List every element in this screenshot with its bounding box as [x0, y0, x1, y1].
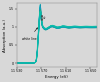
- Y-axis label: Absorption (a.u.): Absorption (a.u.): [4, 19, 8, 52]
- X-axis label: Energy (eV): Energy (eV): [45, 75, 68, 79]
- Text: a): a): [43, 16, 47, 20]
- Text: white line: white line: [22, 28, 38, 41]
